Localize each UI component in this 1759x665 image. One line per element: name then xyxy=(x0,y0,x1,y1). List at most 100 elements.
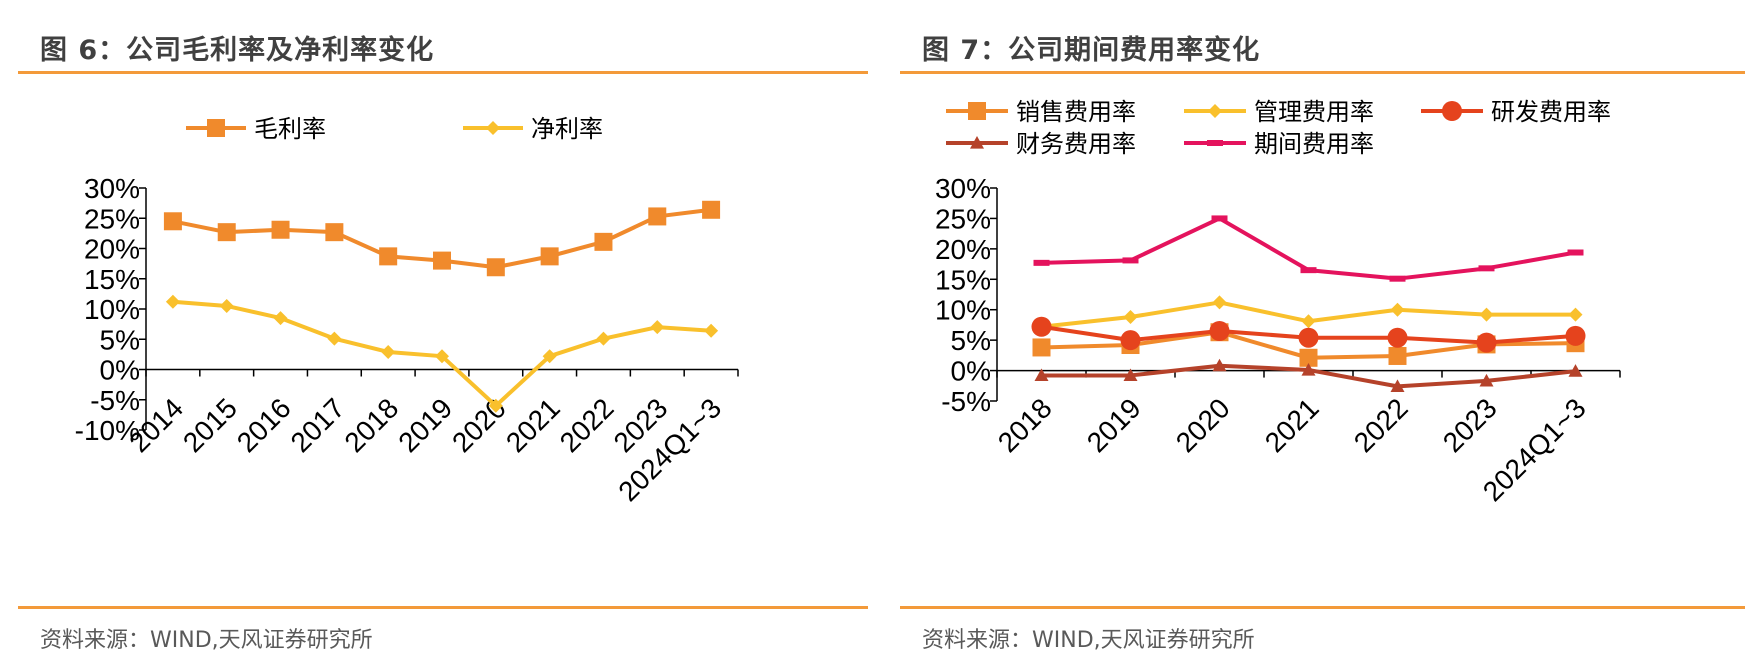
data-point xyxy=(435,349,449,364)
x-tick-label: 2018 xyxy=(992,392,1058,458)
data-point xyxy=(650,320,665,335)
data-point xyxy=(1032,338,1051,357)
data-point xyxy=(1389,275,1406,282)
x-tick-label: 2019 xyxy=(1081,392,1147,458)
data-point xyxy=(1122,257,1139,264)
left-chart-title: 图 6：公司毛利率及净利率变化 xyxy=(40,35,435,66)
data-point xyxy=(271,220,290,239)
right-top-rule xyxy=(900,71,1745,74)
data-point xyxy=(327,331,342,346)
legend-item: 毛利率 xyxy=(186,116,326,143)
legend-label: 期间费用率 xyxy=(1254,131,1374,158)
data-point xyxy=(1212,358,1227,372)
x-tick-label: 2021 xyxy=(500,392,566,458)
right-chart-svg: -5%0%5%10%15%20%25%30% 2018 2019 2020 2021 20… xyxy=(935,99,1621,507)
data-point xyxy=(704,323,719,338)
legend-item: 净利率 xyxy=(463,116,603,143)
data-point xyxy=(1298,327,1319,348)
data-point xyxy=(273,311,288,326)
legend-label: 毛利率 xyxy=(254,116,326,143)
legend-label: 财务费用率 xyxy=(1016,131,1136,158)
legend-swatch-marker xyxy=(1442,101,1462,121)
y-tick-label: 5% xyxy=(100,324,140,355)
data-point xyxy=(1390,379,1405,392)
data-point xyxy=(1034,368,1049,382)
y-tick-label: 30% xyxy=(935,173,991,204)
y-tick-label: 30% xyxy=(84,173,140,204)
data-point xyxy=(219,298,234,313)
x-tick-label: 2017 xyxy=(285,392,351,458)
data-point xyxy=(542,349,557,364)
left-chart-svg: -10%-5%0%5%10%15%20%25%30%20142015201620… xyxy=(75,116,739,507)
x-tick-label: 2018 xyxy=(338,392,404,458)
left-top-rule xyxy=(18,71,868,74)
data-point xyxy=(1387,327,1408,348)
data-point xyxy=(1478,265,1495,272)
y-tick-label: 0% xyxy=(100,355,140,386)
data-point xyxy=(1388,346,1407,365)
legend-label: 研发费用率 xyxy=(1491,99,1611,126)
data-point xyxy=(1479,373,1494,387)
data-point xyxy=(1212,295,1227,310)
data-point xyxy=(488,398,503,413)
data-point xyxy=(596,331,611,346)
data-point xyxy=(381,344,396,359)
y-tick-label: -5% xyxy=(90,385,140,416)
x-tick-label: 2015 xyxy=(177,392,243,458)
legend-swatch-marker xyxy=(970,136,984,149)
data-point xyxy=(325,223,344,242)
right-chart-panel: 图 7：公司期间费用率变化 -5% 0% 5% 10% 15% 20% 25% 30% 2018… xyxy=(900,0,1745,665)
legend-swatch-marker xyxy=(207,119,225,137)
data-point xyxy=(1568,364,1583,377)
series-5 xyxy=(1033,215,1584,282)
data-point xyxy=(1123,368,1138,382)
data-point xyxy=(1476,332,1497,353)
data-point xyxy=(648,207,667,226)
legend-item: 销售费用率 xyxy=(946,99,1136,126)
legend-swatch-marker xyxy=(1207,140,1223,146)
y-tick-label: 20% xyxy=(935,234,991,265)
y-tick-label: 10% xyxy=(935,295,991,326)
legend-item: 管理费用率 xyxy=(1184,99,1374,126)
x-tick-label: 2022 xyxy=(554,392,620,458)
data-point xyxy=(1565,325,1586,346)
x-tick-label: 2023 xyxy=(1437,392,1503,458)
left-chart-panel: 图 6：公司毛利率及净利率变化 -10% -5% 0% 5% 10% 15% 20% 25% 3… xyxy=(18,0,868,665)
data-point xyxy=(1568,307,1583,322)
y-tick-label: 15% xyxy=(935,264,991,295)
series-1 xyxy=(163,200,721,277)
legend-item: 财务费用率 xyxy=(946,131,1136,158)
data-point xyxy=(702,200,721,219)
y-tick-label: -5% xyxy=(941,386,991,417)
data-point xyxy=(1123,310,1138,325)
y-tick-label: -10% xyxy=(75,415,140,446)
data-point xyxy=(217,223,236,242)
right-bottom-rule xyxy=(900,606,1745,609)
x-tick-label: 2016 xyxy=(231,392,297,458)
y-tick-label: 0% xyxy=(951,356,991,387)
data-point xyxy=(163,212,182,231)
data-point xyxy=(1300,267,1317,274)
legend-swatch-marker xyxy=(1208,104,1222,118)
data-point xyxy=(1033,259,1050,266)
legend-swatch-marker xyxy=(968,102,986,120)
data-point xyxy=(1301,314,1316,329)
data-point xyxy=(1567,249,1584,256)
data-point xyxy=(1301,362,1316,376)
series-4 xyxy=(1034,358,1583,392)
legend-label: 管理费用率 xyxy=(1254,99,1374,126)
y-tick-label: 25% xyxy=(84,203,140,234)
y-tick-label: 15% xyxy=(84,264,140,295)
y-tick-label: 20% xyxy=(84,234,140,265)
legend-item: 研发费用率 xyxy=(1421,99,1611,126)
data-point xyxy=(1390,302,1405,317)
data-point xyxy=(594,232,613,251)
x-tick-label: 2019 xyxy=(392,392,458,458)
y-tick-label: 5% xyxy=(951,325,991,356)
data-point xyxy=(540,247,559,266)
data-point xyxy=(486,258,505,277)
right-chart-title: 图 7：公司期间费用率变化 xyxy=(922,35,1261,66)
legend-label: 净利率 xyxy=(531,116,603,143)
data-point xyxy=(379,247,398,266)
right-source-note: 资料来源：WIND,天风证券研究所 xyxy=(922,628,1255,653)
